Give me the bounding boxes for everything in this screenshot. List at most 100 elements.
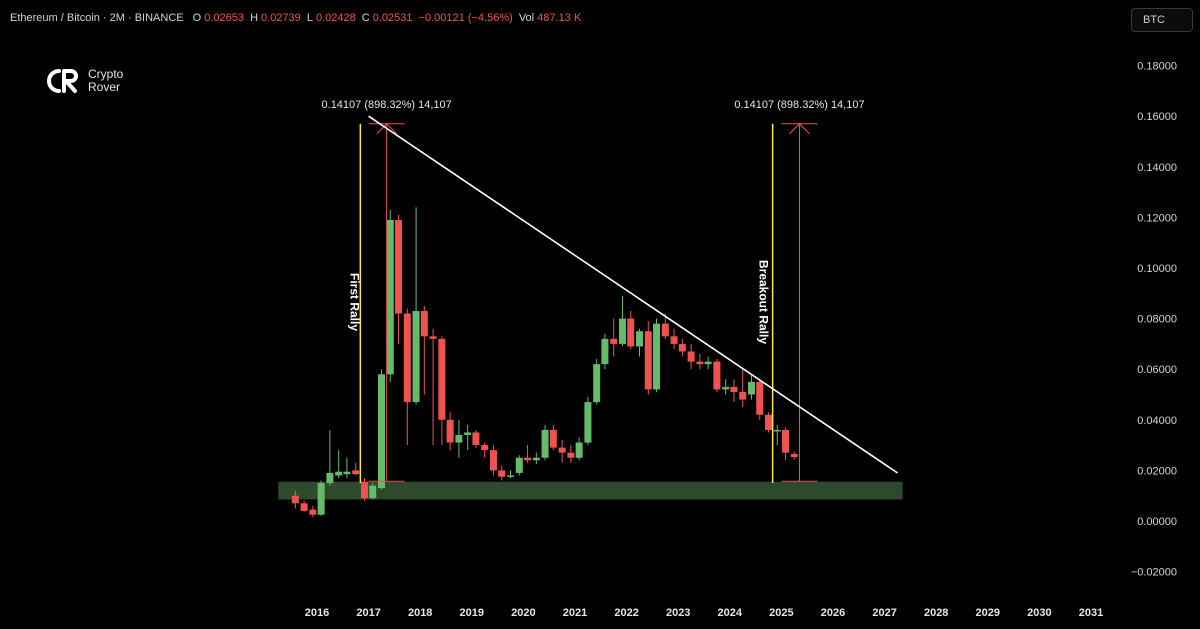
candle[interactable]: [429, 336, 437, 339]
candle[interactable]: [678, 343, 686, 352]
candle[interactable]: [661, 323, 669, 337]
x-tick-label: 2018: [408, 607, 432, 619]
x-tick-label: 2030: [1027, 607, 1051, 619]
candle[interactable]: [335, 471, 343, 476]
candle[interactable]: [575, 442, 583, 458]
measure-label: 0.14107 (898.32%) 14,107: [322, 99, 452, 111]
y-tick-label: 0.18000: [1137, 61, 1177, 73]
candle[interactable]: [644, 331, 652, 390]
candle[interactable]: [636, 331, 643, 347]
candle[interactable]: [730, 386, 738, 392]
x-tick-label: 2021: [563, 607, 587, 619]
x-tick-label: 2016: [305, 607, 329, 619]
candle[interactable]: [653, 323, 661, 390]
candle[interactable]: [610, 338, 618, 344]
chart-header: Ethereum / Bitcoin · 2M · BINANCE O 0.026…: [10, 12, 584, 24]
y-tick-label: 0.02000: [1137, 465, 1177, 477]
x-tick-label: 2029: [976, 607, 1000, 619]
candle[interactable]: [403, 313, 411, 403]
candle[interactable]: [378, 374, 385, 489]
y-tick-label: 0.14000: [1137, 162, 1177, 174]
y-tick-label: 0.00000: [1137, 516, 1177, 528]
logo-line-2: Rover: [88, 80, 121, 94]
volume-label: Vol: [518, 12, 535, 24]
y-tick-label: 0.04000: [1137, 415, 1177, 427]
candle[interactable]: [317, 483, 325, 515]
candle[interactable]: [567, 452, 575, 458]
candle[interactable]: [420, 311, 428, 337]
candle[interactable]: [481, 445, 489, 451]
measure-arrowhead: [376, 123, 398, 135]
candle[interactable]: [601, 338, 609, 365]
candle[interactable]: [464, 432, 472, 435]
x-tick-label: 2028: [924, 607, 948, 619]
candle[interactable]: [584, 402, 592, 443]
candle[interactable]: [386, 219, 394, 375]
candle[interactable]: [326, 472, 334, 484]
candle[interactable]: [696, 361, 704, 365]
candle[interactable]: [524, 457, 532, 461]
candle[interactable]: [549, 429, 557, 448]
candle[interactable]: [360, 481, 368, 499]
x-tick-label: 2027: [872, 607, 896, 619]
candle[interactable]: [438, 338, 446, 420]
y-tick-label: 0.16000: [1137, 111, 1177, 123]
candle[interactable]: [541, 429, 549, 458]
volume-value: 487.13 K: [537, 12, 582, 24]
candle[interactable]: [739, 391, 747, 400]
trendline[interactable]: [368, 115, 898, 474]
rally-label: Breakout Rally: [757, 260, 771, 344]
candle[interactable]: [790, 453, 798, 457]
candle[interactable]: [618, 318, 626, 344]
candle[interactable]: [489, 450, 497, 471]
candle[interactable]: [395, 219, 403, 314]
candle[interactable]: [498, 470, 506, 477]
candle[interactable]: [412, 311, 420, 403]
candle[interactable]: [352, 470, 360, 475]
x-tick-label: 2019: [460, 607, 484, 619]
currency-button[interactable]: BTC: [1131, 8, 1193, 32]
candle[interactable]: [507, 475, 514, 477]
candle[interactable]: [593, 364, 601, 403]
candle[interactable]: [713, 361, 721, 390]
x-tick-label: 2017: [356, 607, 380, 619]
measure-label: 0.14107 (898.32%) 14,107: [734, 99, 864, 111]
y-tick-label: 0.06000: [1137, 364, 1177, 376]
candle[interactable]: [455, 434, 463, 443]
candle[interactable]: [369, 485, 377, 499]
crypto-rover-logo-icon: [47, 69, 78, 93]
candle[interactable]: [756, 381, 764, 415]
y-tick-label: −0.02000: [1131, 567, 1177, 579]
candle[interactable]: [722, 386, 730, 390]
candle[interactable]: [472, 432, 480, 446]
candle[interactable]: [300, 503, 308, 511]
candle[interactable]: [773, 429, 781, 432]
x-tick-label: 2031: [1079, 607, 1103, 619]
candle[interactable]: [558, 447, 566, 453]
support-zone: [278, 481, 903, 500]
x-tick-label: 2020: [511, 607, 535, 619]
candle[interactable]: [291, 495, 299, 504]
candle[interactable]: [704, 361, 712, 365]
candle[interactable]: [532, 457, 540, 461]
high-label: H: [250, 12, 259, 24]
x-tick-label: 2022: [614, 607, 638, 619]
measure-arrowhead: [789, 123, 810, 135]
candle[interactable]: [687, 351, 695, 362]
y-tick-label: 0.10000: [1137, 263, 1177, 275]
logo-text: Crypto Rover: [88, 68, 123, 94]
open-value: 0.02653: [204, 12, 244, 24]
candle[interactable]: [446, 419, 454, 443]
candle[interactable]: [515, 457, 523, 473]
candle[interactable]: [670, 336, 678, 344]
brand-logo: Crypto Rover: [44, 66, 123, 96]
candle[interactable]: [782, 429, 790, 453]
candle[interactable]: [765, 414, 772, 430]
change-value: −0.00121 (−4.56%): [418, 12, 513, 24]
candle[interactable]: [343, 471, 351, 475]
candle[interactable]: [309, 509, 317, 515]
candle[interactable]: [747, 381, 755, 395]
low-value: 0.02428: [315, 12, 356, 24]
candle[interactable]: [627, 318, 635, 347]
